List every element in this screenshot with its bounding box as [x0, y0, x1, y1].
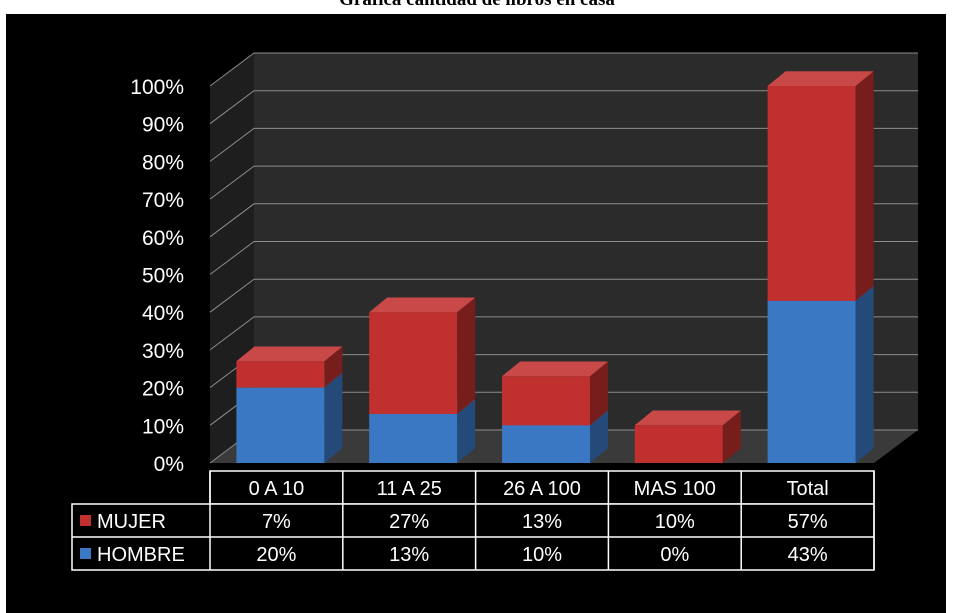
legend-key-hombre — [80, 548, 91, 559]
bar-front — [369, 413, 458, 463]
y-tick-label: 10% — [142, 415, 184, 438]
stacked-bar-chart: 0% 10% 20% 30% 40% 50% 60% 70% 80% 90% 100% 0 A 10 1… — [71, 52, 918, 571]
category-label: Total — [786, 478, 828, 500]
y-tick-label: 40% — [142, 302, 184, 325]
chart-title: Grafica cantidad de libros en casa — [0, 0, 954, 9]
bar-front — [369, 312, 458, 414]
bar-side — [324, 372, 343, 463]
data-label: 10% — [655, 511, 695, 533]
gridline — [209, 52, 918, 87]
gridline — [209, 127, 918, 162]
data-label: 0% — [660, 544, 689, 566]
data-table: 0 A 10 11 A 25 26 A 100 MAS 100 Total MUJER 7%… — [71, 470, 875, 571]
bar-side — [855, 71, 874, 301]
bar-side — [324, 346, 343, 388]
bar-side — [590, 410, 608, 463]
data-label: 43% — [788, 544, 828, 566]
y-tick-label: 0% — [154, 453, 184, 476]
bar-side — [457, 297, 476, 414]
bar-segment-hombre-4 — [767, 286, 874, 463]
y-tick-label: 60% — [142, 227, 184, 250]
bar-top — [236, 346, 343, 362]
legend-key-mujer — [80, 515, 91, 526]
category-label: 0 A 10 — [249, 478, 305, 500]
data-label: 7% — [262, 511, 291, 533]
legend-label-hombre: HOMBRE — [97, 544, 185, 566]
bar-top — [767, 71, 874, 86]
bar-segment-mujer-4 — [767, 71, 874, 301]
bar-segment-mujer-0 — [236, 346, 343, 388]
bar-front — [502, 376, 590, 426]
bar-side — [590, 361, 608, 426]
category-label: 11 A 25 — [377, 478, 442, 500]
legend-label-mujer: MUJER — [97, 511, 166, 533]
y-tick-label: 70% — [142, 189, 184, 212]
bar-segment-mujer-1 — [369, 297, 476, 414]
category-label: 26 A 100 — [503, 478, 581, 500]
bar-front — [236, 387, 325, 463]
gridline — [209, 241, 918, 275]
data-label: 13% — [389, 544, 429, 566]
bar-front — [634, 425, 723, 463]
y-tick-label: 100% — [130, 76, 184, 99]
data-label: 20% — [256, 544, 296, 566]
bar-segment-mujer-3 — [634, 410, 741, 463]
gridline — [209, 90, 918, 125]
bar-front — [236, 361, 325, 388]
y-tick-label: 90% — [142, 114, 184, 137]
data-label: 10% — [522, 544, 562, 566]
y-tick-label: 30% — [142, 340, 184, 363]
category-label: MAS 100 — [634, 478, 716, 500]
data-label: 27% — [389, 511, 429, 533]
data-label: 57% — [788, 511, 828, 533]
bar-front — [767, 300, 856, 463]
bar-top — [369, 297, 476, 313]
gridline — [209, 165, 918, 200]
y-tick-label: 80% — [142, 151, 184, 174]
data-label: 13% — [522, 511, 562, 533]
bar-side — [457, 399, 476, 463]
y-tick-label: 20% — [142, 378, 184, 401]
chart-panel: 0% 10% 20% 30% 40% 50% 60% 70% 80% 90% 100% 0 A 10 1… — [6, 14, 946, 613]
bar-top — [634, 410, 741, 426]
bar-front — [767, 86, 856, 301]
gridline — [209, 316, 918, 351]
bar-segment-mujer-2 — [502, 361, 608, 426]
bar-side — [722, 410, 741, 463]
y-tick-label: 50% — [142, 265, 184, 288]
bar-front — [502, 425, 590, 463]
gridline — [209, 278, 918, 313]
bar-side — [855, 286, 874, 463]
gridline — [209, 203, 918, 238]
bar-top — [502, 361, 608, 377]
